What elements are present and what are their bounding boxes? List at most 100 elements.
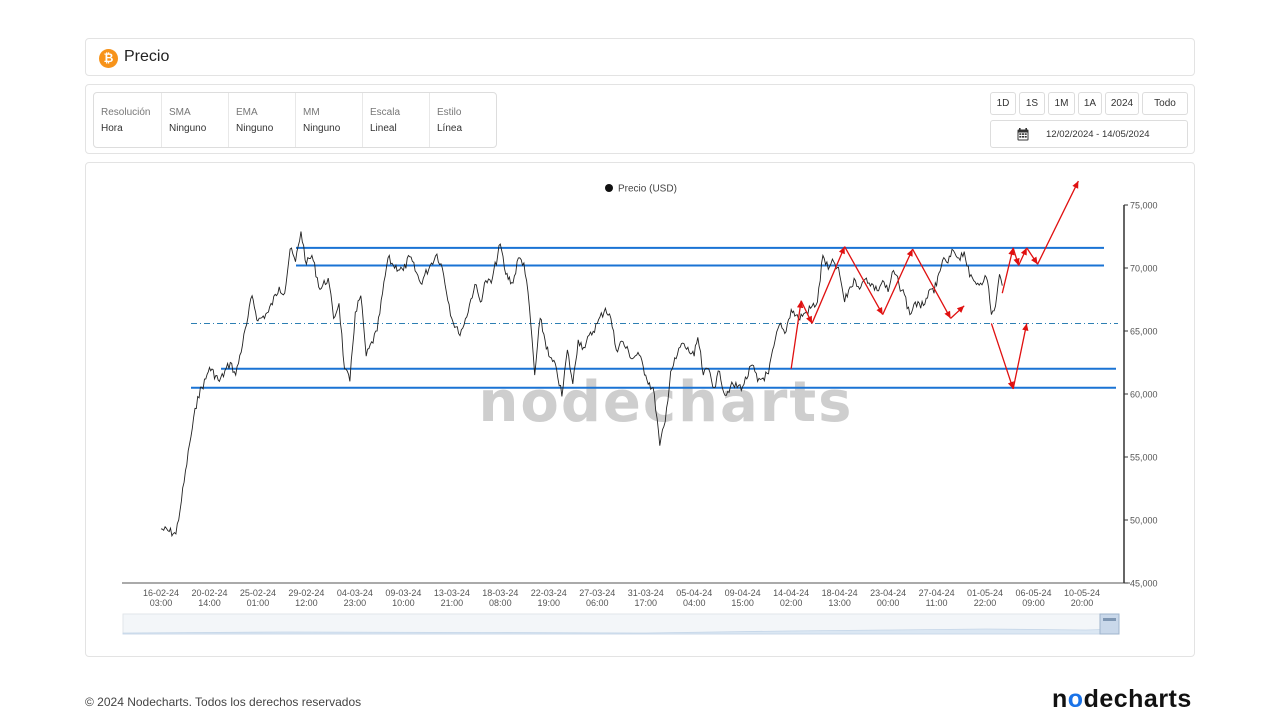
x-tick-label: 21:00: [441, 598, 464, 608]
x-tick-label: 08:00: [489, 598, 512, 608]
range-1s-button[interactable]: 1S: [1019, 92, 1045, 115]
projection-alt-arrow-arrowhead: [1007, 381, 1014, 389]
date-range-picker[interactable]: 12/02/2024 - 14/05/2024: [990, 120, 1188, 148]
footer-copyright: © 2024 Nodecharts. Todos los derechos re…: [85, 695, 362, 709]
y-tick-label: 60,000: [1130, 390, 1158, 400]
range-1a-button[interactable]: 1A: [1078, 92, 1102, 115]
x-tick-label: 18-03-24: [482, 588, 518, 598]
x-tick-label: 22:00: [974, 598, 997, 608]
range-1d-button[interactable]: 1D: [990, 92, 1016, 115]
watermark: nodecharts: [479, 370, 854, 435]
projection-arrow-segment: [1001, 247, 1014, 294]
calendar-icon: [1017, 128, 1029, 141]
setting-style[interactable]: Estilo Línea: [429, 93, 496, 147]
chart-settings: Resolución Hora SMA Ninguno EMA Ninguno …: [93, 92, 497, 148]
projection-arrow-arrowhead: [1020, 247, 1027, 256]
footer-logo: nodecharts: [1052, 685, 1192, 713]
projection-alt-arrow-segment: [990, 323, 1014, 390]
projection-arrow-arrowhead: [1072, 181, 1079, 189]
setting-label: Escala: [370, 107, 401, 118]
legend-marker: [605, 184, 613, 192]
x-tick-label: 27-04-24: [919, 588, 955, 598]
x-tick-label: 20-02-24: [191, 588, 227, 598]
y-tick-label: 65,000: [1130, 327, 1158, 337]
chart-card: nodecharts Precio (USD) 45,000 50,000 55,000…: [85, 162, 1195, 657]
x-tick-label: 13-03-24: [434, 588, 470, 598]
x-tick-label: 20:00: [1071, 598, 1094, 608]
projection-alt-arrow-arrowhead: [1022, 323, 1029, 331]
setting-value: Ninguno: [236, 123, 274, 134]
x-tick-label: 23-04-24: [870, 588, 906, 598]
x-tick-label: 06-05-24: [1016, 588, 1052, 598]
setting-value: Línea: [437, 123, 463, 134]
x-tick-label: 25-02-24: [240, 588, 276, 598]
page-title: Precio: [124, 48, 170, 65]
projection-arrow-segment: [1037, 180, 1079, 265]
setting-resolution[interactable]: Resolución Hora: [94, 93, 161, 147]
x-tick-label: 13:00: [828, 598, 851, 608]
x-tick-label: 14-04-24: [773, 588, 809, 598]
x-tick-label: 01:00: [247, 598, 270, 608]
navigator-area: [122, 628, 1120, 635]
y-tick-label: 55,000: [1130, 453, 1158, 463]
price-chart[interactable]: nodecharts Precio (USD) 45,000 50,000 55,000…: [86, 163, 1194, 656]
x-tick-label: 15:00: [731, 598, 754, 608]
range-all-button[interactable]: Todo: [1142, 92, 1188, 115]
setting-sma[interactable]: SMA Ninguno: [161, 93, 228, 147]
projection-arrow-arrowhead: [1031, 256, 1038, 265]
history-arrow-arrowhead: [838, 246, 845, 255]
history-arrow-segment: [882, 248, 914, 315]
x-tick-label: 10-05-24: [1064, 588, 1100, 598]
setting-scale[interactable]: Escala Lineal: [362, 93, 429, 147]
date-range-text: 12/02/2024 - 14/05/2024: [1046, 129, 1150, 140]
x-tick-label: 06:00: [586, 598, 609, 608]
x-tick-label: 02:00: [780, 598, 803, 608]
x-tick-label: 23:00: [344, 598, 367, 608]
x-tick-label: 10:00: [392, 598, 415, 608]
x-tick-label: 04:00: [683, 598, 706, 608]
x-tick-label: 29-02-24: [288, 588, 324, 598]
x-tick-label: 05-04-24: [676, 588, 712, 598]
navigator-grip: [1103, 618, 1116, 621]
controls-card: Resolución Hora SMA Ninguno EMA Ninguno …: [85, 84, 1195, 154]
title-card: ₿ Precio: [85, 38, 1195, 76]
x-tick-label: 03:00: [150, 598, 173, 608]
history-arrow-segment: [811, 246, 846, 324]
x-tick-label: 01-05-24: [967, 588, 1003, 598]
setting-label: Resolución: [101, 107, 151, 118]
setting-label: MM: [303, 107, 320, 118]
setting-label: Estilo: [437, 107, 462, 118]
setting-value: Lineal: [370, 123, 397, 134]
x-tick-label: 17:00: [634, 598, 657, 608]
setting-label: EMA: [236, 107, 258, 118]
history-arrow-segment: [844, 246, 884, 315]
history-arrow-arrowhead: [956, 305, 965, 313]
x-tick-label: 09-04-24: [725, 588, 761, 598]
history-arrow-arrowhead: [796, 300, 804, 309]
setting-ema[interactable]: EMA Ninguno: [228, 93, 295, 147]
setting-value: Ninguno: [169, 123, 207, 134]
x-tick-label: 14:00: [198, 598, 221, 608]
x-tick-label: 04-03-24: [337, 588, 373, 598]
range-1m-button[interactable]: 1M: [1048, 92, 1075, 115]
history-arrow-arrowhead: [876, 306, 883, 315]
range-2024-button[interactable]: 2024: [1105, 92, 1139, 115]
price-series-line: [160, 231, 1003, 538]
x-tick-label: 27-03-24: [579, 588, 615, 598]
history-arrow-arrowhead: [944, 310, 951, 319]
projection-arrow-arrowhead: [1013, 257, 1020, 266]
y-tick-label: 50,000: [1130, 516, 1158, 526]
bitcoin-icon: ₿: [99, 49, 118, 68]
y-tick-label: 75,000: [1130, 201, 1158, 211]
history-arrow-arrowhead: [806, 315, 812, 324]
setting-mm[interactable]: MM Ninguno: [295, 93, 362, 147]
x-tick-label: 11:00: [926, 598, 948, 608]
x-tick-label: 09:00: [1022, 598, 1045, 608]
x-tick-label: 31-03-24: [628, 588, 664, 598]
setting-label: SMA: [169, 107, 191, 118]
y-tick-label: 70,000: [1130, 264, 1158, 274]
history-arrow-arrowhead: [906, 249, 913, 257]
navigator-handle: [1099, 613, 1120, 635]
setting-value: Hora: [101, 123, 123, 134]
history-arrow-segment: [911, 248, 952, 319]
